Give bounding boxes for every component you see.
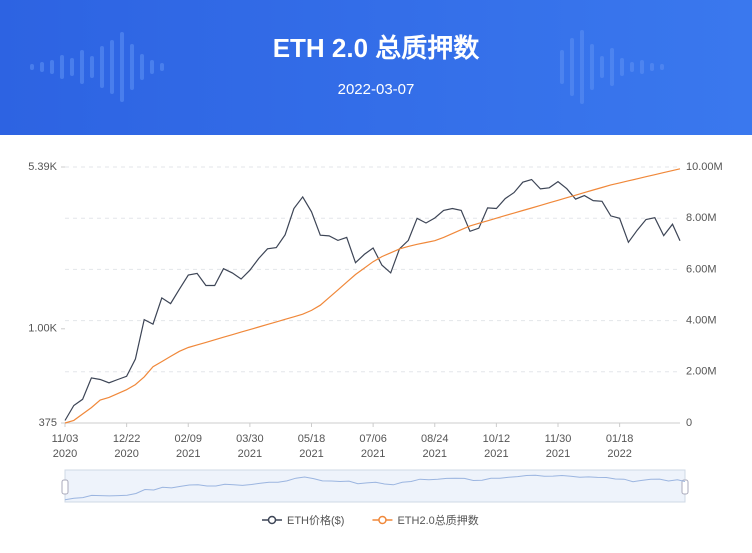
x-tick-label: 11/30 (545, 433, 572, 445)
x-tick-year: 2021 (546, 448, 570, 460)
x-tick-label: 12/22 (113, 433, 141, 445)
navigator-handle[interactable] (681, 479, 689, 495)
x-tick-year: 2020 (114, 448, 138, 460)
y2-tick-label: 0 (686, 417, 692, 429)
x-tick-year: 2020 (53, 448, 77, 460)
y2-tick-label: 10.00M (686, 161, 723, 173)
header-background (0, 0, 752, 135)
y2-tick-label: 2.00M (686, 366, 717, 378)
x-tick-year: 2021 (299, 448, 323, 460)
x-tick-label: 08/24 (421, 433, 449, 445)
y2-tick-label: 4.00M (686, 315, 717, 327)
legend-swatch-dot (267, 515, 277, 525)
series-line (64, 178, 681, 421)
x-tick-year: 2022 (607, 448, 631, 460)
x-tick-label: 03/30 (236, 433, 264, 445)
y-tick-label: 1.00K (28, 323, 57, 335)
x-tick-label: 02/09 (174, 433, 202, 445)
x-tick-label: 05/18 (298, 433, 326, 445)
navigator-handle[interactable] (61, 479, 69, 495)
x-tick-year: 2021 (361, 448, 385, 460)
navigator[interactable] (64, 469, 686, 503)
x-tick-year: 2021 (176, 448, 200, 460)
x-tick-label: 10/12 (483, 433, 511, 445)
legend-label: ETH价格($) (287, 513, 344, 527)
series-line (64, 168, 681, 424)
navigator-line (64, 474, 686, 501)
x-tick-year: 2021 (423, 448, 447, 460)
legend-swatch-dot (378, 515, 387, 525)
x-tick-year: 2021 (484, 448, 508, 460)
x-tick-label: 07/06 (359, 433, 387, 445)
date: 2022-03-07 (338, 81, 415, 98)
y-tick-label: 5.39K (28, 161, 57, 173)
x-tick-label: 11/03 (52, 433, 79, 445)
legend: ETH价格($) ETH2.0总质押数 (262, 513, 479, 527)
plot: 0 2.00M 4.00M 6.00M 8.00M 10.00M 375 1.00K 5.39K… (28, 161, 722, 460)
x-tick-year: 2021 (238, 448, 262, 460)
x-tick-label: 01/18 (606, 433, 634, 445)
y-tick-label: 375 (39, 417, 57, 429)
y2-tick-label: 6.00M (686, 263, 717, 275)
legend-label: ETH2.0总质押数 (397, 513, 478, 527)
title: ETH 2.0 总质押数 (273, 33, 481, 63)
y2-tick-label: 8.00M (686, 212, 717, 224)
header-decoration (30, 30, 664, 104)
